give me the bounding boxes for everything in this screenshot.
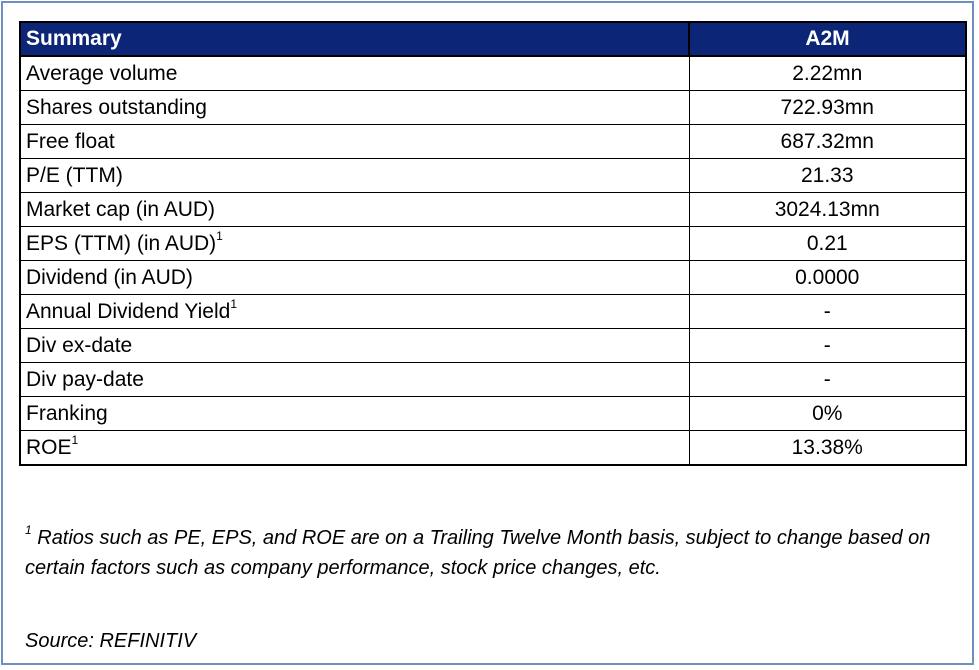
row-value: - — [688, 362, 967, 397]
row-label: Dividend (in AUD) — [19, 260, 690, 295]
table-row: EPS (TTM) (in AUD)1 0.21 — [19, 226, 967, 261]
table-body: Average volume 2.22mn Shares outstanding… — [19, 55, 967, 466]
row-label: Annual Dividend Yield1 — [19, 294, 690, 329]
row-value: 0.0000 — [688, 260, 967, 295]
table-row: ROE1 13.38% — [19, 430, 967, 466]
summary-table: Summary A2M Average volume 2.22mn Shares… — [19, 21, 967, 466]
row-value: - — [688, 328, 967, 363]
table-row: Average volume 2.22mn — [19, 55, 967, 91]
row-value: 3024.13mn — [688, 192, 967, 227]
row-label: EPS (TTM) (in AUD)1 — [19, 226, 690, 261]
table-row: Market cap (in AUD) 3024.13mn — [19, 192, 967, 227]
row-value: 2.22mn — [688, 55, 967, 91]
row-value: 0% — [688, 396, 967, 431]
row-label: ROE1 — [19, 430, 690, 466]
row-value: 21.33 — [688, 158, 967, 193]
table-row: P/E (TTM) 21.33 — [19, 158, 967, 193]
table-row: Div pay-date - — [19, 362, 967, 397]
table-row: Free float 687.32mn — [19, 124, 967, 159]
table-row: Dividend (in AUD) 0.0000 — [19, 260, 967, 295]
header-ticker: A2M — [688, 21, 967, 57]
footnote-text: 1 Ratios such as PE, EPS, and ROE are on… — [25, 523, 931, 579]
table-row: Annual Dividend Yield1 - — [19, 294, 967, 329]
footnote-section: 1 Ratios such as PE, EPS, and ROE are on… — [25, 523, 955, 583]
row-label: P/E (TTM) — [19, 158, 690, 193]
footnote-marker: 1 — [25, 523, 32, 538]
row-value: - — [688, 294, 967, 329]
row-label: Average volume — [19, 55, 690, 91]
row-label: Div ex-date — [19, 328, 690, 363]
row-label: Div pay-date — [19, 362, 690, 397]
table-row: Shares outstanding 722.93mn — [19, 90, 967, 125]
row-label: Market cap (in AUD) — [19, 192, 690, 227]
row-value: 13.38% — [688, 430, 967, 466]
table-row: Div ex-date - — [19, 328, 967, 363]
row-label: Franking — [19, 396, 690, 431]
row-value: 687.32mn — [688, 124, 967, 159]
table-header-row: Summary A2M — [19, 21, 967, 57]
table-row: Franking 0% — [19, 396, 967, 431]
source-credit: Source: REFINITIV — [25, 630, 197, 652]
row-value: 0.21 — [688, 226, 967, 261]
row-value: 722.93mn — [688, 90, 967, 125]
header-summary: Summary — [19, 21, 690, 57]
row-label: Free float — [19, 124, 690, 159]
row-label: Shares outstanding — [19, 90, 690, 125]
